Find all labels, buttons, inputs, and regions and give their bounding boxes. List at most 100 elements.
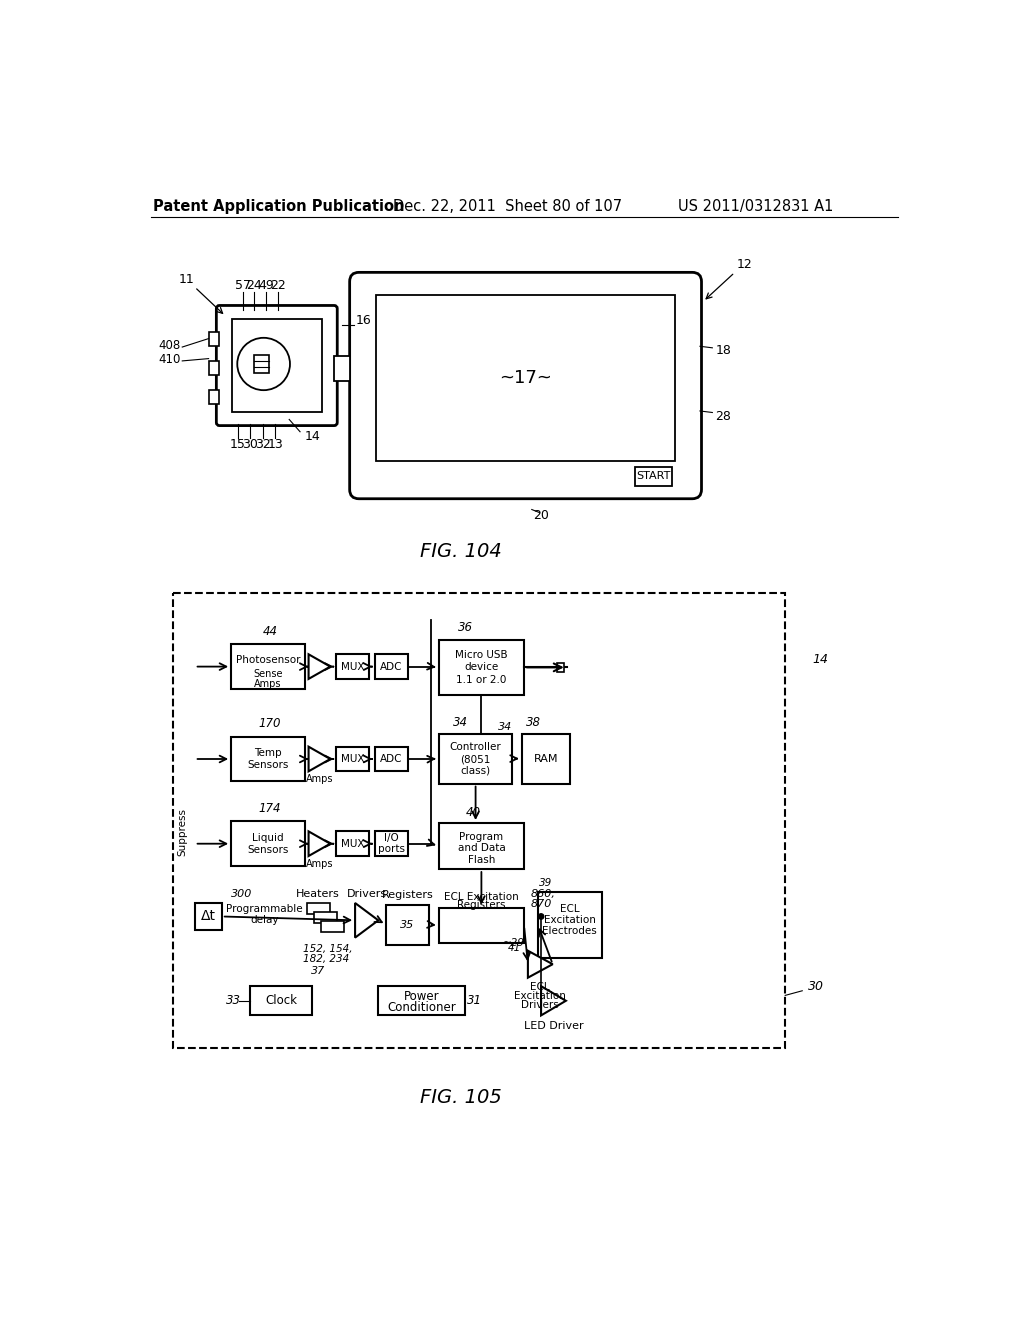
Text: FIG. 105: FIG. 105 bbox=[421, 1088, 502, 1107]
Polygon shape bbox=[308, 747, 331, 771]
Text: 37: 37 bbox=[310, 966, 325, 975]
FancyBboxPatch shape bbox=[386, 904, 429, 945]
Text: Amps: Amps bbox=[254, 678, 282, 689]
FancyBboxPatch shape bbox=[231, 319, 322, 412]
Text: 1.1 or 2.0: 1.1 or 2.0 bbox=[457, 675, 507, 685]
FancyBboxPatch shape bbox=[376, 296, 675, 461]
Text: 28: 28 bbox=[716, 409, 731, 422]
FancyBboxPatch shape bbox=[438, 908, 524, 942]
Text: 410: 410 bbox=[159, 352, 180, 366]
FancyBboxPatch shape bbox=[521, 734, 569, 784]
Polygon shape bbox=[541, 986, 566, 1015]
FancyBboxPatch shape bbox=[375, 655, 408, 678]
FancyBboxPatch shape bbox=[375, 747, 408, 771]
FancyBboxPatch shape bbox=[209, 360, 219, 375]
Text: 36: 36 bbox=[459, 620, 473, 634]
Text: and Data: and Data bbox=[458, 843, 505, 853]
Text: 182, 234: 182, 234 bbox=[303, 954, 349, 964]
FancyBboxPatch shape bbox=[307, 903, 331, 913]
Text: 41: 41 bbox=[508, 942, 521, 953]
Text: Excitation: Excitation bbox=[514, 991, 566, 1001]
Text: ports: ports bbox=[378, 843, 406, 854]
Text: MUX: MUX bbox=[341, 754, 365, 764]
Text: Photosensor: Photosensor bbox=[236, 656, 300, 665]
Text: 174: 174 bbox=[259, 801, 281, 814]
FancyBboxPatch shape bbox=[314, 912, 337, 923]
FancyBboxPatch shape bbox=[334, 356, 349, 381]
Text: 870: 870 bbox=[530, 899, 552, 908]
Text: 57: 57 bbox=[234, 279, 251, 292]
Text: 34: 34 bbox=[453, 717, 468, 730]
Text: Drivers: Drivers bbox=[347, 888, 387, 899]
Text: Amps: Amps bbox=[306, 859, 333, 869]
Text: 860,: 860, bbox=[530, 888, 555, 899]
Text: 32: 32 bbox=[255, 437, 270, 450]
Text: ECL: ECL bbox=[530, 982, 550, 991]
Text: Conditioner: Conditioner bbox=[387, 1001, 456, 1014]
Text: Registers: Registers bbox=[382, 890, 433, 900]
Text: Drivers: Drivers bbox=[521, 1001, 559, 1010]
Text: 13: 13 bbox=[267, 437, 283, 450]
Polygon shape bbox=[308, 832, 331, 855]
FancyBboxPatch shape bbox=[349, 272, 701, 499]
FancyBboxPatch shape bbox=[231, 821, 305, 866]
Text: Sense: Sense bbox=[253, 669, 283, 680]
FancyBboxPatch shape bbox=[251, 986, 312, 1015]
Text: ECL: ECL bbox=[560, 904, 580, 915]
FancyBboxPatch shape bbox=[438, 822, 524, 869]
Text: Δt: Δt bbox=[201, 909, 216, 924]
Text: 30: 30 bbox=[243, 437, 258, 450]
FancyBboxPatch shape bbox=[209, 391, 219, 404]
Text: 12: 12 bbox=[737, 259, 753, 271]
Text: 40: 40 bbox=[466, 805, 481, 818]
Text: ~29: ~29 bbox=[503, 939, 524, 948]
FancyBboxPatch shape bbox=[337, 832, 369, 855]
Text: 14: 14 bbox=[812, 653, 828, 667]
Text: 31: 31 bbox=[467, 994, 482, 1007]
Text: 16: 16 bbox=[356, 314, 372, 326]
FancyBboxPatch shape bbox=[216, 305, 337, 425]
FancyBboxPatch shape bbox=[209, 331, 219, 346]
Text: Flash: Flash bbox=[468, 855, 495, 865]
Text: Amps: Amps bbox=[306, 774, 333, 784]
Text: Power: Power bbox=[403, 990, 439, 1003]
Text: 300: 300 bbox=[231, 888, 253, 899]
Text: class): class) bbox=[461, 766, 490, 776]
FancyBboxPatch shape bbox=[438, 640, 524, 696]
Text: ~17~: ~17~ bbox=[499, 370, 552, 387]
Text: Heaters: Heaters bbox=[296, 888, 340, 899]
FancyBboxPatch shape bbox=[337, 655, 369, 678]
FancyBboxPatch shape bbox=[173, 594, 785, 1048]
FancyBboxPatch shape bbox=[254, 355, 269, 374]
Text: Suppress: Suppress bbox=[177, 808, 187, 857]
Text: Electrodes: Electrodes bbox=[543, 925, 597, 936]
Text: START: START bbox=[636, 471, 671, 482]
Text: 35: 35 bbox=[400, 920, 415, 929]
Text: 14: 14 bbox=[305, 430, 321, 444]
Polygon shape bbox=[308, 655, 331, 678]
Text: Temp: Temp bbox=[254, 748, 282, 758]
Text: 39: 39 bbox=[539, 878, 552, 888]
Text: 20: 20 bbox=[534, 510, 549, 523]
Text: 18: 18 bbox=[716, 345, 731, 358]
Text: Liquid: Liquid bbox=[252, 833, 284, 842]
Text: MUX: MUX bbox=[341, 838, 365, 849]
FancyBboxPatch shape bbox=[321, 921, 344, 932]
Text: Clock: Clock bbox=[265, 994, 297, 1007]
FancyBboxPatch shape bbox=[538, 892, 601, 958]
Text: RAM: RAM bbox=[534, 754, 558, 763]
Text: Registers: Registers bbox=[457, 900, 506, 911]
Text: 30: 30 bbox=[809, 979, 824, 993]
Text: 152, 154,: 152, 154, bbox=[303, 944, 352, 954]
Text: Patent Application Publication: Patent Application Publication bbox=[154, 198, 404, 214]
Text: LED Driver: LED Driver bbox=[523, 1022, 584, 1031]
Text: 11: 11 bbox=[179, 273, 195, 286]
FancyBboxPatch shape bbox=[195, 903, 222, 929]
Text: 44: 44 bbox=[262, 624, 278, 638]
Text: 15: 15 bbox=[230, 437, 246, 450]
Text: 24: 24 bbox=[247, 279, 262, 292]
Text: delay: delay bbox=[250, 915, 279, 925]
Text: MUX: MUX bbox=[341, 661, 365, 672]
Circle shape bbox=[539, 913, 544, 919]
Text: device: device bbox=[464, 663, 499, 672]
